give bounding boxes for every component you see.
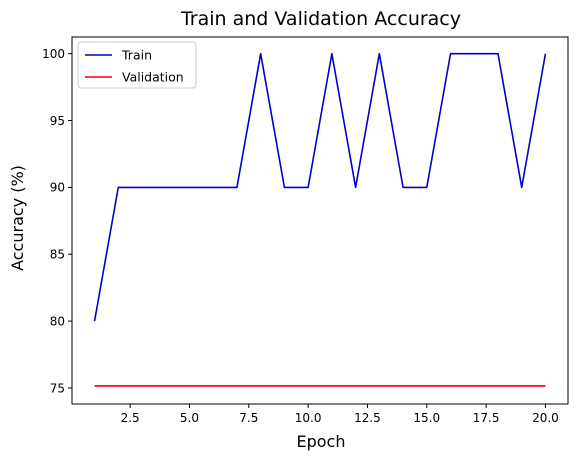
x-tick-label: 10.0 — [295, 411, 322, 425]
series-line-train — [93, 52, 547, 322]
y-tick-label: 75 — [50, 381, 65, 395]
legend-label-train: Train — [121, 48, 152, 63]
x-tick-label: 5.0 — [180, 411, 199, 425]
y-tick-label: 95 — [50, 114, 65, 128]
chart-title: Train and Validation Accuracy — [180, 8, 461, 30]
x-tick-label: 20.0 — [532, 411, 559, 425]
x-tick-label: 15.0 — [413, 411, 440, 425]
x-axis-label: Epoch — [297, 432, 346, 451]
x-tick-label: 2.5 — [121, 411, 140, 425]
y-tick-label: 85 — [50, 248, 65, 262]
y-tick-label: 100 — [42, 47, 65, 61]
x-tick-label: 12.5 — [354, 411, 381, 425]
y-tick-label: 80 — [50, 314, 65, 328]
x-tick-label: 17.5 — [473, 411, 500, 425]
plot-area — [71, 36, 569, 405]
legend: Train Validation — [77, 41, 197, 89]
plot-frame — [71, 36, 569, 405]
y-axis: 75 80 85 90 95 100 — [42, 47, 72, 395]
y-axis-label: Accuracy (%) — [8, 165, 27, 271]
x-tick-label: 7.5 — [239, 411, 258, 425]
legend-label-validation: Validation — [122, 70, 184, 85]
x-axis: 2.5 5.0 7.5 10.0 12.5 15.0 17.5 20.0 — [121, 404, 559, 425]
y-tick-label: 90 — [50, 181, 65, 195]
